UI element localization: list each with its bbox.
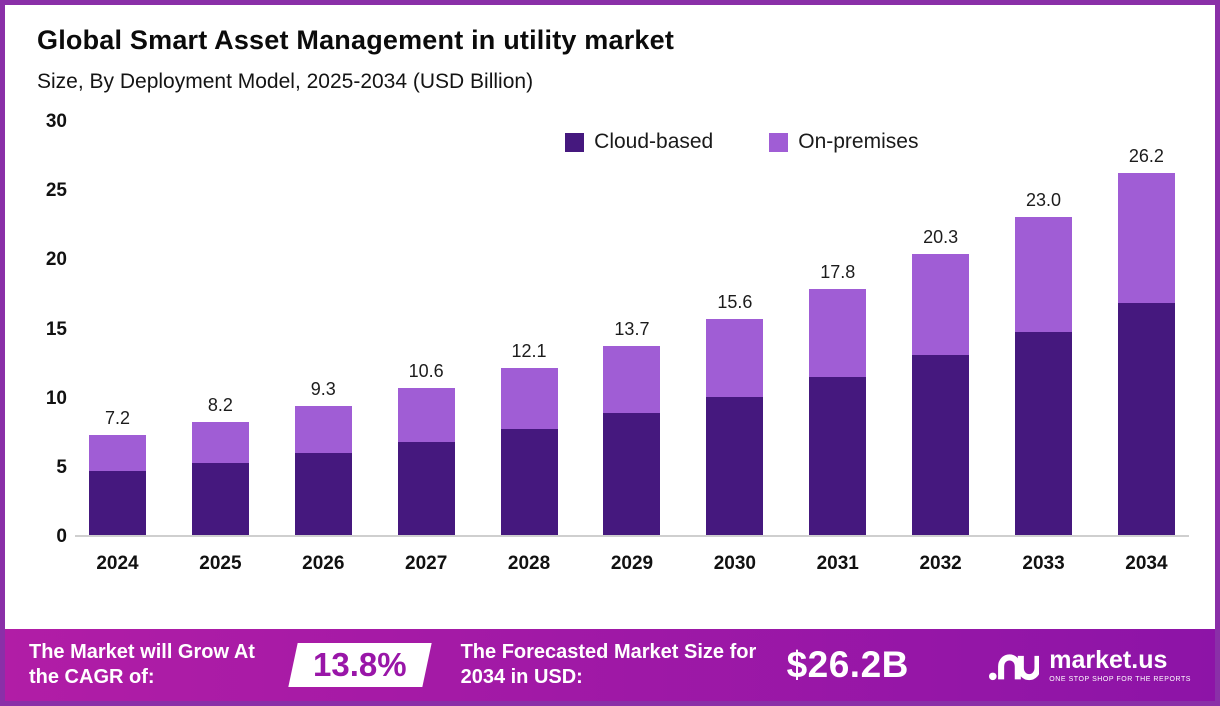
legend: Cloud-based On-premises [565,130,918,154]
plot-area: 0 5 10 15 20 25 30 Cloud-based On-premises 7.2 8… [17,111,1189,575]
chart-subtitle: Size, By Deployment Model, 2025-2034 (US… [37,70,534,93]
legend-label: On-premises [798,130,919,153]
bar-column: 12.1 [500,340,558,535]
bar-segment-cloud-based [1117,302,1175,535]
brand-tagline: ONE STOP SHOP FOR THE REPORTS [1049,675,1191,683]
bar-column: 8.2 [191,394,249,535]
y-tick-label: 15 [45,318,67,340]
forecast-value: $26.2B [786,644,909,685]
y-tick-label: 25 [45,180,67,202]
cagr-value: 13.8% [313,646,407,683]
bar-total-label: 10.6 [408,361,444,382]
bar-segment-on-premises [397,388,455,443]
bar-segment-cloud-based [89,471,146,535]
x-tick-label: 2032 [919,553,962,574]
bar-segment-cloud-based [1015,331,1073,535]
x-tick-label: 2024 [96,553,139,574]
bar-segment-on-premises [89,435,146,472]
bar-segment-on-premises [603,345,661,414]
y-tick-label: 0 [56,526,67,547]
bar-segment-cloud-based [603,413,661,535]
bar-column: 15.6 [706,292,764,535]
chart-title: Global Smart Asset Management in utility… [37,25,675,55]
bar-segment-on-premises [1015,216,1073,332]
bar-segment-on-premises [912,254,970,356]
y-tick-label: 5 [56,456,67,478]
bar-segment-on-premises [809,288,867,378]
x-tick-label: 2027 [405,553,448,574]
bar-segment-cloud-based [912,355,970,535]
bar-total-label: 17.8 [820,261,856,282]
x-tick-label: 2033 [1022,553,1065,574]
bar-segment-cloud-based [500,428,558,535]
bar-total-label: 7.2 [104,408,131,429]
x-tick-label: 2034 [1125,553,1168,574]
cagr-label: The Market will Grow At the CAGR of: [29,641,255,688]
bar-column: 10.6 [397,361,455,535]
plot-right: Cloud-based On-premises 7.2 8.2 9.3 10.6 12.1… [75,122,1189,575]
legend-item: On-premises [769,130,918,154]
bar-column: 13.7 [603,318,661,535]
bar-segment-on-premises [1117,172,1175,303]
y-axis: 0 5 10 15 20 25 30 [17,111,75,547]
bar-segment-on-premises [706,319,764,397]
logo-text: market.us ONE STOP SHOP FOR THE REPORTS [1049,645,1191,683]
x-tick-label: 2031 [816,553,859,574]
bar-column: 23.0 [1015,189,1073,535]
bar-segment-cloud-based [294,453,352,535]
bar-segment-on-premises [191,421,249,464]
bar-column: 9.3 [294,379,352,535]
x-axis: 2024 2025 2026 2027 2028 2029 2030 2031 2032 2033… [75,553,1189,575]
x-tick-label: 2025 [199,553,242,574]
y-tick-label: 20 [45,249,67,271]
brand-name: market.us [1049,645,1168,674]
x-tick-label: 2026 [302,553,345,574]
bar-total-label: 8.2 [207,394,233,415]
bar-total-label: 12.1 [511,340,547,361]
bar-column: 20.3 [912,227,970,535]
bar-total-label: 23.0 [1025,189,1062,210]
bar-segment-cloud-based [397,442,455,535]
bar-column: 7.2 [89,408,146,535]
bar-segment-on-premises [294,406,352,454]
bar-segment-cloud-based [809,377,867,535]
x-tick-label: 2028 [507,553,551,574]
legend-swatch [769,132,789,152]
cagr-value-box: 13.8% [288,643,432,687]
legend-label: Cloud-based [594,130,714,153]
y-tick-label: 10 [45,387,67,409]
legend-item: Cloud-based [565,130,713,154]
forecast-label: The Forecasted Market Size for 2034 in U… [460,641,757,688]
marketus-logo-icon [989,654,1040,681]
x-tick-label: 2029 [610,553,654,574]
y-tick-label: 30 [45,111,67,132]
bar-column: 17.8 [809,261,867,535]
bar-total-label: 20.3 [923,227,959,248]
bar-segment-cloud-based [191,463,249,535]
footer-banner: The Market will Grow At the CAGR of: 13.… [5,629,1215,701]
bar-total-label: 15.6 [717,292,753,313]
x-tick-label: 2030 [713,553,756,574]
chart-section: Global Smart Asset Management in utility… [5,5,1215,629]
legend-swatch [565,132,585,152]
bar-total-label: 13.7 [614,318,650,339]
bar-total-label: 9.3 [310,379,336,400]
bar-total-label: 26.2 [1128,145,1164,166]
bar-segment-cloud-based [706,396,764,535]
bar-column: 26.2 [1117,145,1175,535]
marketus-logo: market.us ONE STOP SHOP FOR THE REPORTS [989,647,1191,683]
plot-columns: Cloud-based On-premises 7.2 8.2 9.3 10.6 12.1… [75,122,1189,537]
bar-segment-on-premises [500,367,558,429]
